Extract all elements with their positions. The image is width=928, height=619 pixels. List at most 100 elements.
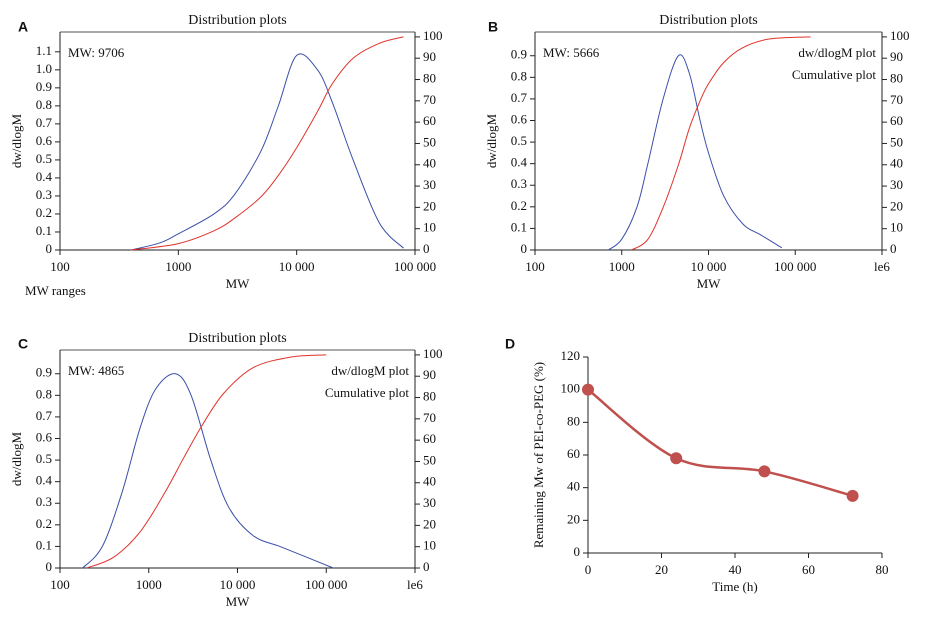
y-tick-label: 0.6	[36, 133, 53, 148]
panel-letter: C	[18, 336, 28, 352]
y-tick-label: 1.1	[36, 43, 52, 58]
y2-tick-label: 20	[423, 198, 436, 213]
x-axis-label: MW	[226, 594, 251, 609]
y2-tick-label: 0	[890, 241, 897, 256]
y2-tick-label: 50	[423, 134, 436, 149]
x-tick-label: 10 000	[279, 259, 315, 274]
y2-tick-label: 30	[423, 495, 436, 510]
series-line	[631, 36, 811, 251]
y-tick-label: 20	[567, 511, 580, 526]
y2-tick-label: 100	[423, 28, 443, 43]
annotation: MW: 4865	[68, 363, 124, 378]
y2-tick-label: 10	[423, 538, 436, 553]
panel-letter: B	[488, 19, 498, 35]
y-tick-label: 0.9	[36, 79, 52, 94]
y-axis-label: dw/dlogM	[9, 431, 24, 486]
y2-tick-label: 50	[890, 134, 903, 149]
y-tick-label: 40	[567, 479, 580, 494]
panel-letter: D	[505, 336, 515, 352]
y-tick-label: 0.8	[36, 97, 52, 112]
annotation: MW: 5666	[543, 45, 600, 60]
y2-tick-label: 60	[423, 113, 436, 128]
chart-title: Distribution plots	[188, 13, 286, 28]
y2-tick-label: 60	[890, 113, 903, 128]
x-tick-label: le6	[874, 259, 890, 274]
x-tick-label: 100 000	[394, 259, 436, 274]
x-tick-label: 0	[585, 562, 592, 577]
point	[582, 383, 594, 396]
y-tick-label: 0.7	[36, 115, 53, 130]
x-tick-label: 60	[802, 562, 815, 577]
legend-entry: Cumulative plot	[792, 67, 877, 82]
panel-letter: A	[18, 19, 28, 35]
y-tick-label: 0.3	[511, 176, 527, 191]
y-tick-label: 0.5	[36, 451, 52, 466]
y2-tick-label: 0	[423, 559, 430, 574]
y2-tick-label: 10	[890, 220, 903, 235]
y-tick-label: 0.2	[36, 516, 52, 531]
x-tick-label: le6	[407, 577, 423, 592]
series-line	[82, 373, 334, 569]
y2-tick-label: 10	[423, 220, 436, 235]
y-tick-label: 1.0	[36, 61, 52, 76]
point	[758, 465, 771, 478]
y-axis-label: Remaining Mw of PEI-co-PEG (%)	[531, 362, 546, 548]
y-tick-label: 0.4	[511, 155, 528, 170]
y-axis-label: dw/dlogM	[9, 113, 24, 168]
y2-tick-label: 90	[423, 49, 436, 64]
y-tick-label: 0.6	[36, 429, 53, 444]
footnote: MW ranges	[25, 283, 86, 298]
y-tick-label: 100	[561, 381, 581, 396]
y-tick-label: 0.1	[511, 219, 527, 234]
y2-tick-label: 50	[423, 452, 436, 467]
chart-title: Distribution plots	[659, 13, 757, 28]
x-tick-label: 20	[655, 562, 668, 577]
y2-tick-label: 80	[890, 71, 903, 86]
x-tick-label: 40	[729, 562, 742, 577]
legend-entry: Cumulative plot	[325, 385, 410, 400]
y-tick-label: 0.6	[511, 111, 528, 126]
y2-tick-label: 40	[423, 474, 436, 489]
y-tick-label: 0	[46, 241, 53, 256]
y-tick-label: 0.9	[36, 365, 52, 380]
y-tick-label: 0.1	[36, 537, 52, 552]
x-tick-label: 1000	[165, 259, 191, 274]
x-tick-label: 80	[876, 562, 889, 577]
y2-tick-label: 70	[423, 410, 436, 425]
y-tick-label: 0	[46, 559, 53, 574]
x-tick-label: 1000	[136, 577, 162, 592]
series-line	[607, 54, 783, 251]
series-line	[587, 388, 853, 498]
y2-tick-label: 80	[423, 389, 436, 404]
y-tick-label: 0.5	[511, 133, 527, 148]
y2-tick-label: 80	[423, 71, 436, 86]
y-tick-label: 0.8	[36, 386, 52, 401]
y2-tick-label: 30	[423, 177, 436, 192]
x-tick-label: 100 000	[305, 577, 347, 592]
x-axis-label: MW	[697, 276, 722, 291]
x-tick-label: 10 000	[691, 259, 727, 274]
point	[670, 452, 683, 465]
x-axis-label: MW	[226, 276, 251, 291]
legend-entry: dw/dlogM plot	[798, 45, 876, 60]
y2-tick-label: 40	[423, 156, 436, 171]
annotation: MW: 9706	[68, 45, 125, 60]
x-axis-label: Time (h)	[712, 579, 757, 594]
y2-tick-label: 100	[423, 346, 443, 361]
chart-title: Distribution plots	[188, 331, 286, 346]
x-tick-label: 10 000	[220, 577, 256, 592]
y2-tick-label: 20	[423, 516, 436, 531]
x-tick-label: 100	[50, 259, 70, 274]
point	[846, 489, 859, 502]
y2-tick-label: 100	[890, 28, 910, 43]
y-tick-label: 80	[567, 413, 580, 428]
y2-tick-label: 20	[890, 198, 903, 213]
y-tick-label: 0.3	[36, 187, 52, 202]
series-line	[131, 53, 404, 251]
y2-tick-label: 60	[423, 431, 436, 446]
x-tick-label: 1000	[609, 259, 635, 274]
y-tick-label: 0	[574, 544, 581, 559]
y-tick-label: 0.2	[511, 198, 527, 213]
legend-entry: dw/dlogM plot	[331, 363, 409, 378]
